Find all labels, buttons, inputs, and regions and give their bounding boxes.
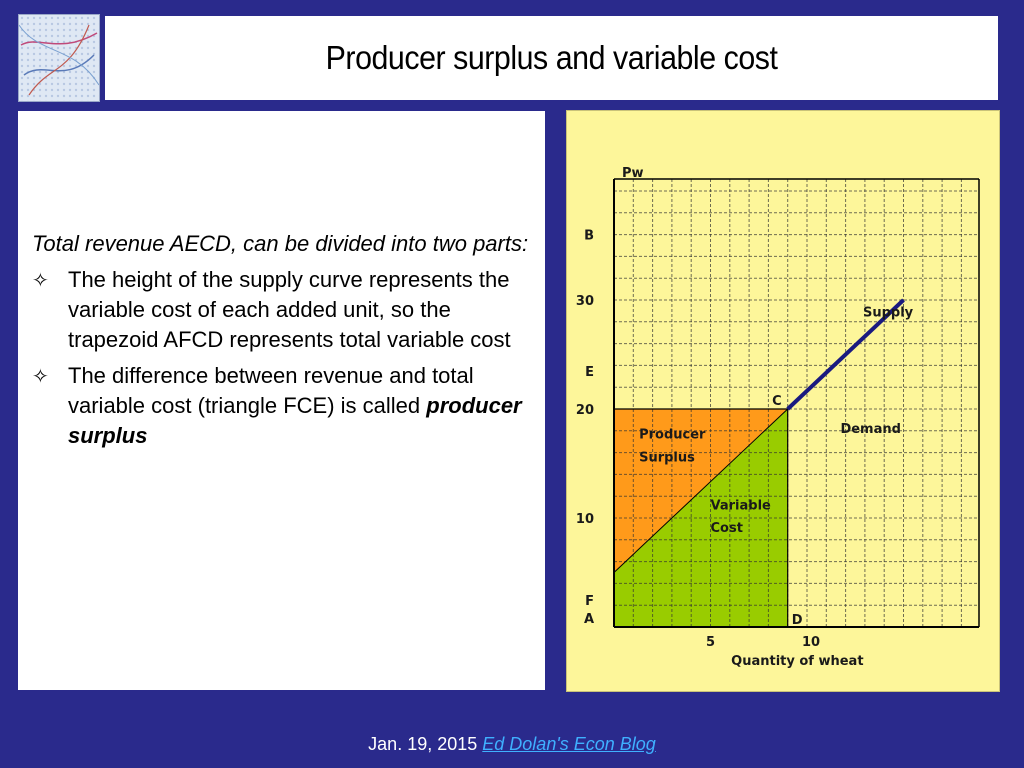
producer-surplus-region <box>614 409 788 573</box>
point-label-a: A <box>584 612 594 627</box>
supply-label: Supply <box>863 305 914 320</box>
y-tick-label: 20 <box>576 403 594 418</box>
point-label-b: B <box>584 229 594 244</box>
footer: Jan. 19, 2015 Ed Dolan's Econ Blog <box>0 734 1024 755</box>
blog-link[interactable]: Ed Dolan's Econ Blog <box>482 734 656 754</box>
supply-curve <box>786 298 905 411</box>
bullet-item: ✧ The difference between revenue and tot… <box>32 361 535 451</box>
y-tick-label: 30 <box>576 294 594 309</box>
star-bullet-icon: ✧ <box>32 268 49 292</box>
point-label-e: E <box>585 365 594 380</box>
logo-image <box>19 15 99 101</box>
variable-cost-label: Variable <box>711 498 772 513</box>
text-panel: Total revenue AECD, can be divided into … <box>18 111 545 690</box>
logo <box>18 14 100 102</box>
demand-label: Demand <box>840 422 901 437</box>
supply-lower-segment <box>613 408 789 573</box>
bullet-text: The difference between revenue and total… <box>68 363 474 418</box>
title-bar: Producer surplus and variable cost <box>105 16 998 100</box>
x-tick-label: 5 <box>706 635 715 650</box>
footer-date: Jan. 19, 2015 <box>368 734 478 754</box>
producer-surplus-label: Surplus <box>639 450 695 465</box>
page-title: Producer surplus and variable cost <box>325 39 778 76</box>
bullet-item: ✧ The height of the supply curve represe… <box>32 265 535 355</box>
point-label-c: C <box>772 394 782 409</box>
point-label-d: D <box>792 613 803 628</box>
star-bullet-icon: ✧ <box>32 364 49 388</box>
emphasis-text: producer surplus <box>68 393 522 448</box>
y-tick-label: 10 <box>576 512 594 527</box>
y-axis-label: Pw <box>622 166 644 181</box>
variable-cost-label: Cost <box>711 521 743 536</box>
intro-text: Total revenue AECD, can be divided into … <box>32 231 529 256</box>
point-label-f: F <box>585 594 594 609</box>
producer-surplus-label: Producer <box>639 427 706 442</box>
x-axis-label: Quantity of wheat <box>731 654 863 669</box>
supply-chart: Pw 10 20 30 5 10 Quantity of wheat A B C D E F Supply… <box>576 166 980 669</box>
x-tick-label: 10 <box>802 635 820 650</box>
bullet-text: The height of the supply curve represent… <box>68 267 511 352</box>
chart-panel: Pw 10 20 30 5 10 Quantity of wheat A B C D E F Supply… <box>566 110 1000 692</box>
